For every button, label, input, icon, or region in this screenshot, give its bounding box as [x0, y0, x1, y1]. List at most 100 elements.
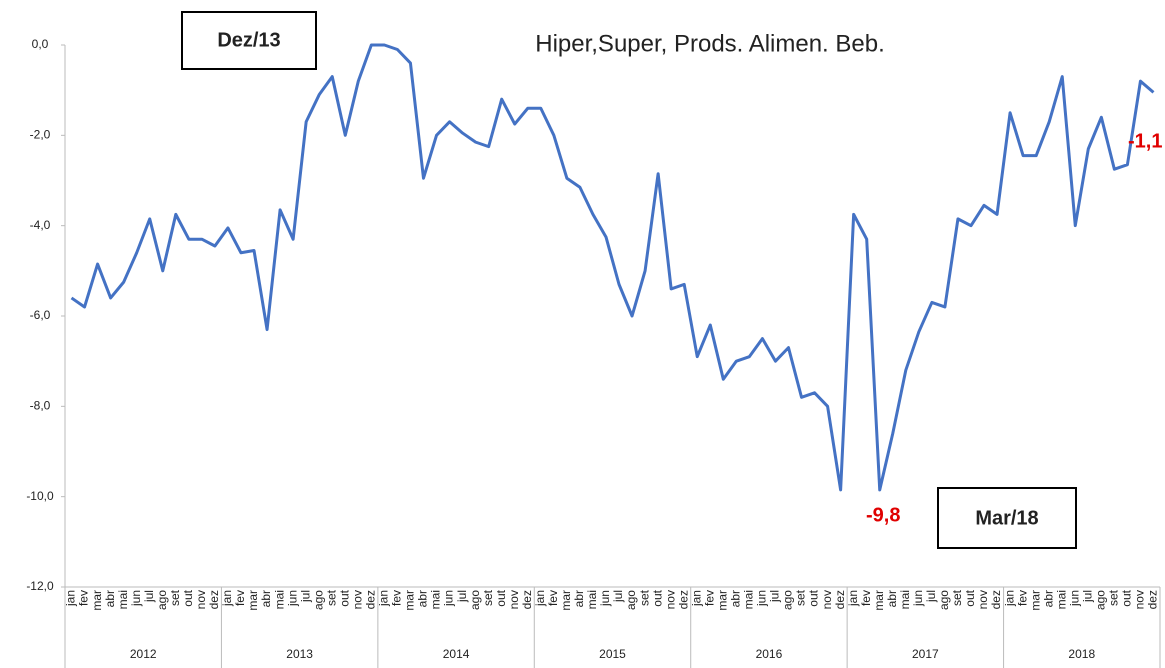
- x-tick-label: abr: [416, 590, 430, 607]
- y-tick-label: 0,0: [32, 37, 49, 51]
- x-tick-label: out: [181, 589, 195, 606]
- x-tick-label: jul: [142, 590, 156, 603]
- x-tick-label: mar: [403, 590, 417, 611]
- x-tick-label: ago: [155, 590, 169, 610]
- x-tick-label: nov: [507, 590, 521, 609]
- x-tick-label: nov: [350, 590, 364, 609]
- x-tick-label: mar: [872, 590, 886, 611]
- y-tick-label: -10,0: [26, 489, 54, 503]
- x-tick-label: mai: [429, 590, 443, 609]
- x-tick-label: abr: [1041, 590, 1055, 607]
- x-tick-label: set: [168, 589, 182, 606]
- x-tick-label: dez: [520, 590, 534, 609]
- x-tick-label: nov: [1133, 590, 1147, 609]
- x-tick-label: mar: [559, 590, 573, 611]
- x-tick-label: fev: [390, 590, 404, 606]
- x-tick-label: jul: [611, 590, 625, 603]
- x-tick-label: jul: [455, 590, 469, 603]
- x-tick-label: set: [481, 589, 495, 606]
- x-tick-label: fev: [77, 590, 91, 606]
- x-group-label: 2018: [1068, 647, 1095, 661]
- x-group-label: 2014: [443, 647, 470, 661]
- x-tick-label: fev: [233, 590, 247, 606]
- x-tick-label: jul: [1080, 590, 1094, 603]
- x-tick-label: abr: [103, 590, 117, 607]
- x-tick-label: set: [950, 589, 964, 606]
- x-tick-label: nov: [820, 590, 834, 609]
- annotation: -1,1: [1128, 130, 1162, 152]
- x-tick-label: nov: [194, 590, 208, 609]
- x-tick-label: jan: [533, 590, 547, 607]
- x-tick-label: mai: [585, 590, 599, 609]
- x-tick-label: mai: [742, 590, 756, 609]
- x-tick-label: dez: [207, 590, 221, 609]
- y-tick-label: -8,0: [30, 399, 51, 413]
- x-tick-label: mai: [116, 590, 130, 609]
- x-tick-label: mai: [1054, 590, 1068, 609]
- x-group-label: 2017: [912, 647, 939, 661]
- x-tick-label: jun: [911, 590, 925, 607]
- x-tick-label: ago: [781, 590, 795, 610]
- x-tick-label: fev: [859, 590, 873, 606]
- x-tick-label: jun: [285, 590, 299, 607]
- x-tick-label: dez: [364, 590, 378, 609]
- x-tick-label: dez: [989, 590, 1003, 609]
- x-tick-label: abr: [259, 590, 273, 607]
- x-tick-label: jan: [64, 590, 78, 607]
- x-tick-label: mai: [272, 590, 286, 609]
- x-tick-label: nov: [663, 590, 677, 609]
- x-tick-label: dez: [1146, 590, 1160, 609]
- x-tick-label: set: [324, 589, 338, 606]
- annotation-box: [937, 487, 1077, 549]
- x-tick-label: abr: [729, 590, 743, 607]
- x-tick-label: jun: [129, 590, 143, 607]
- x-tick-label: fev: [546, 590, 560, 606]
- x-group-label: 2016: [756, 647, 783, 661]
- x-tick-label: set: [1107, 589, 1121, 606]
- x-tick-label: mar: [246, 590, 260, 611]
- x-group-label: 2015: [599, 647, 626, 661]
- x-tick-label: jan: [220, 590, 234, 607]
- annotation-box: [181, 11, 317, 70]
- x-tick-label: out: [337, 589, 351, 606]
- x-tick-label: out: [650, 589, 664, 606]
- annotation: -9,8: [866, 504, 900, 526]
- x-tick-label: nov: [976, 590, 990, 609]
- x-tick-label: ago: [1094, 590, 1108, 610]
- x-tick-label: set: [637, 589, 651, 606]
- x-tick-label: out: [963, 589, 977, 606]
- annotation: Mar/18: [975, 507, 1038, 529]
- x-tick-label: mar: [1028, 590, 1042, 611]
- x-tick-label: dez: [833, 590, 847, 609]
- x-tick-label: jun: [598, 590, 612, 607]
- x-tick-label: mai: [898, 590, 912, 609]
- x-tick-label: abr: [885, 590, 899, 607]
- x-tick-label: jul: [768, 590, 782, 603]
- x-tick-label: jan: [377, 590, 391, 607]
- data-line: [70, 43, 1155, 492]
- x-group-label: 2012: [130, 647, 157, 661]
- x-tick-label: ago: [937, 590, 951, 610]
- x-tick-label: out: [1120, 589, 1134, 606]
- x-tick-label: ago: [311, 590, 325, 610]
- x-tick-label: jan: [846, 590, 860, 607]
- x-tick-label: out: [494, 589, 508, 606]
- x-tick-label: ago: [624, 590, 638, 610]
- x-tick-label: jun: [1067, 590, 1081, 607]
- x-tick-label: jan: [689, 590, 703, 607]
- x-tick-label: jun: [755, 590, 769, 607]
- y-tick-label: -12,0: [26, 579, 54, 593]
- x-tick-label: mar: [90, 590, 104, 611]
- x-tick-label: jul: [298, 590, 312, 603]
- chart-title: Hiper,Super, Prods. Alimen. Beb.: [535, 30, 885, 57]
- x-tick-label: fev: [1015, 590, 1029, 606]
- x-tick-label: ago: [468, 590, 482, 610]
- x-tick-label: fev: [702, 590, 716, 606]
- x-tick-label: jan: [1002, 590, 1016, 607]
- y-tick-label: -4,0: [30, 218, 51, 232]
- x-tick-label: dez: [676, 590, 690, 609]
- x-tick-label: abr: [572, 590, 586, 607]
- x-group-label: 2013: [286, 647, 313, 661]
- x-tick-label: out: [807, 589, 821, 606]
